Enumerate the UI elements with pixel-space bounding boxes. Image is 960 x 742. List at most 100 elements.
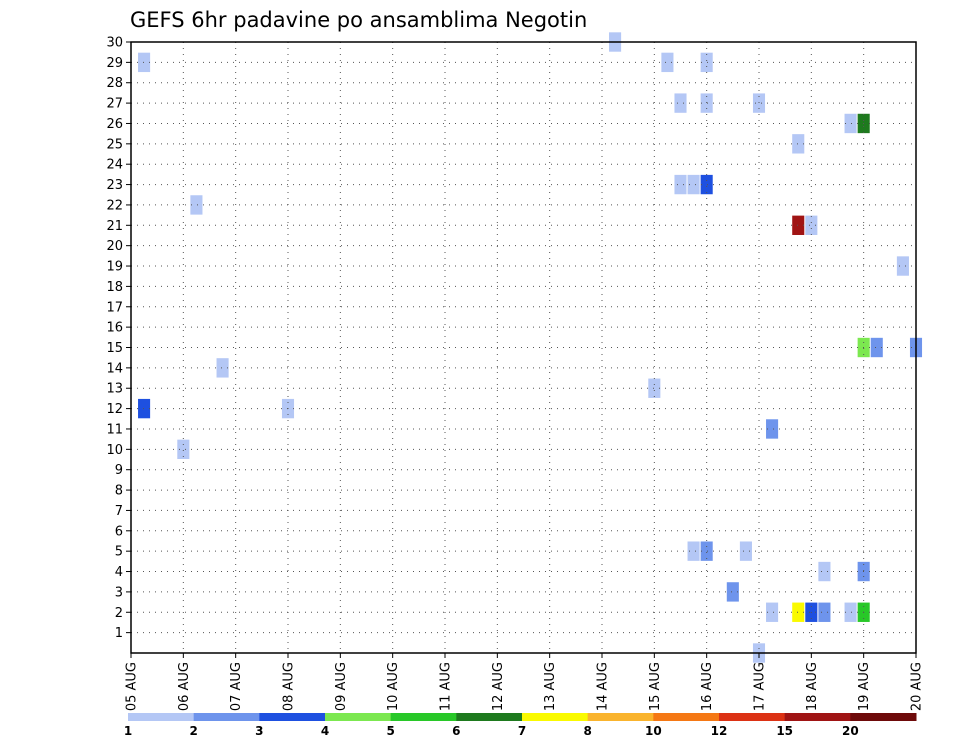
x-tick-label: 12 AUG: [491, 662, 506, 711]
x-tick-label: 11 AUG: [439, 662, 454, 711]
colorbar-label: 4: [321, 724, 329, 738]
colorbar-segment: [193, 713, 260, 721]
precip-cell: [726, 582, 739, 602]
y-tick-label: 3: [115, 585, 123, 600]
y-tick-label: 23: [106, 178, 123, 193]
x-tick-label: 14 AUG: [596, 662, 611, 711]
colorbar-label: 7: [518, 724, 526, 738]
precip-cell: [766, 602, 779, 622]
y-tick-label: 1: [115, 626, 123, 641]
precip-cell: [700, 174, 713, 195]
y-tick-label: 15: [106, 341, 123, 356]
x-tick-label: 10 AUG: [386, 662, 401, 711]
y-tick-label: 26: [106, 117, 123, 132]
y-tick-label: 22: [106, 198, 123, 213]
colorbar-label: 20: [842, 724, 859, 738]
precipitation-cells: [138, 32, 923, 663]
y-tick-label: 19: [106, 260, 123, 275]
x-axis: 05 AUG 06 AUG 07 AUG 08 AUG 09 AUG 10 AUG 11 A…: [125, 653, 925, 711]
y-tick-label: 29: [106, 56, 123, 71]
y-tick-label: 4: [115, 565, 123, 580]
x-tick-label: 06 AUG: [177, 662, 192, 711]
colorbar-label: 3: [255, 724, 263, 738]
colorbar-segment: [719, 713, 786, 721]
precip-cell: [687, 541, 700, 561]
y-tick-label: 17: [106, 300, 123, 315]
x-tick-label: 09 AUG: [334, 662, 349, 711]
precip-cell: [700, 52, 713, 73]
precip-cell: [739, 541, 752, 561]
precip-cell: [700, 93, 713, 113]
y-tick-label: 8: [115, 484, 123, 499]
y-tick-label: 28: [106, 76, 123, 91]
chart-title: GEFS 6hr padavine po ansamblima Negotin: [130, 8, 587, 32]
x-tick-label: 05 AUG: [125, 662, 140, 711]
x-tick-label: 20 AUG: [910, 662, 925, 711]
y-tick-label: 10: [106, 443, 123, 458]
precip-cell: [792, 215, 805, 235]
precip-cell: [844, 602, 857, 622]
y-tick-label: 24: [106, 158, 123, 173]
colorbar-segment: [325, 713, 392, 721]
colorbar-segment: [587, 713, 654, 721]
colorbar-segment: [456, 713, 523, 721]
colorbar-label: 1: [124, 724, 132, 738]
x-tick-label: 15 AUG: [648, 662, 663, 711]
colorbar-segment: [850, 713, 917, 721]
y-tick-label: 27: [106, 97, 123, 112]
x-tick-label: 13 AUG: [543, 662, 558, 711]
y-tick-label: 13: [106, 382, 123, 397]
colorbar-label: 10: [645, 724, 662, 738]
colorbar-segment: [522, 713, 589, 721]
x-tick-label: 17 AUG: [753, 662, 768, 711]
precip-cell: [752, 93, 766, 113]
colorbar-segment: [784, 713, 851, 721]
precip-cell: [766, 419, 779, 439]
y-tick-label: 25: [106, 137, 123, 152]
y-tick-label: 16: [106, 321, 123, 336]
y-tick-label: 12: [106, 402, 123, 417]
colorbar-label: 6: [452, 724, 460, 738]
precip-cell: [648, 378, 661, 398]
precip-cell: [792, 134, 805, 154]
y-tick-label: 30: [106, 36, 123, 51]
colorbar-label: 12: [711, 724, 728, 738]
precip-cell: [792, 602, 805, 622]
y-tick-label: 21: [106, 219, 123, 234]
precip-cell: [818, 561, 831, 582]
colorbar-label: 5: [386, 724, 394, 738]
grid-lines: [131, 41, 916, 653]
colorbar-segment: [259, 713, 326, 721]
y-tick-label: 5: [115, 545, 123, 560]
y-axis: 1234567891011121314151617181920212223242…: [106, 36, 131, 641]
x-tick-label: 08 AUG: [282, 662, 297, 711]
y-tick-label: 6: [115, 524, 123, 539]
precip-cell: [700, 541, 713, 561]
colorbar-segment: [390, 713, 457, 721]
y-tick-label: 14: [106, 361, 123, 376]
y-tick-label: 11: [106, 422, 123, 437]
x-tick-label: 19 AUG: [857, 662, 872, 711]
x-tick-label: 18 AUG: [805, 662, 820, 711]
precip-cell: [805, 215, 818, 235]
y-tick-label: 2: [115, 606, 123, 621]
colorbar-label: 2: [189, 724, 197, 738]
precip-cell: [138, 52, 151, 73]
y-tick-label: 18: [106, 280, 123, 295]
precip-cell: [896, 256, 909, 276]
plot-frame: [130, 41, 917, 654]
precip-cell: [177, 439, 190, 460]
colorbar-label: 8: [583, 724, 591, 738]
colorbar: 1 2 3 4 5 6 7 8 10 12 15 20: [124, 713, 917, 738]
precip-cell: [870, 337, 883, 358]
colorbar-segment: [653, 713, 720, 721]
precip-cell: [844, 113, 857, 134]
precip-cell: [190, 195, 203, 215]
precip-cell: [661, 52, 674, 73]
y-tick-label: 9: [115, 463, 123, 478]
y-tick-label: 7: [115, 504, 123, 519]
precip-cell: [138, 398, 151, 419]
colorbar-label: 15: [776, 724, 793, 738]
precip-cell: [818, 602, 831, 622]
